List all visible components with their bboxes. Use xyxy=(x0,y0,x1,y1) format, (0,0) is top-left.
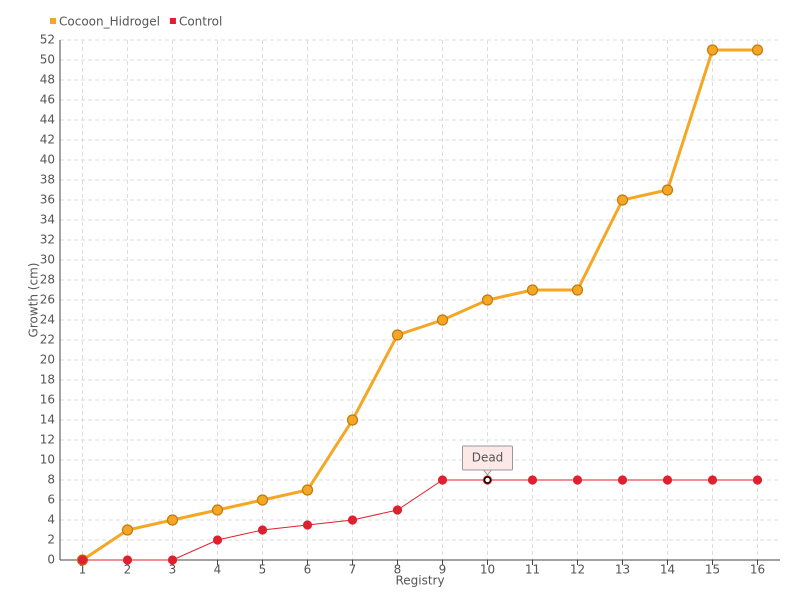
y-tick-label: 6 xyxy=(47,493,55,507)
y-tick-label: 8 xyxy=(47,473,55,487)
y-tick-label: 26 xyxy=(40,293,55,307)
data-point xyxy=(302,520,313,530)
y-tick-label: 28 xyxy=(40,273,55,287)
x-tick-label: 4 xyxy=(214,563,222,577)
y-tick-label: 32 xyxy=(40,233,55,247)
x-tick-label: 5 xyxy=(259,563,267,577)
y-tick-label: 30 xyxy=(40,253,55,267)
x-tick-label: 12 xyxy=(570,563,585,577)
y-tick-label: 36 xyxy=(40,193,55,207)
legend-label: Cocoon_Hidrogel xyxy=(59,15,160,29)
data-point xyxy=(347,515,358,525)
data-point xyxy=(751,44,764,56)
y-tick-label: 34 xyxy=(40,213,55,227)
data-point xyxy=(301,484,314,496)
data-point xyxy=(617,475,628,485)
y-axis-label: Growth (cm) xyxy=(27,263,41,338)
data-point xyxy=(527,475,538,485)
x-tick-label: 14 xyxy=(660,563,675,577)
y-tick-label: 44 xyxy=(40,113,55,127)
data-point xyxy=(436,314,449,326)
data-point xyxy=(481,294,494,306)
x-tick-label: 11 xyxy=(525,563,540,577)
x-tick-label: 16 xyxy=(750,563,765,577)
x-tick-label: 13 xyxy=(615,563,630,577)
data-point xyxy=(571,284,584,296)
annotation-marker xyxy=(483,476,492,484)
y-tick-label: 16 xyxy=(40,393,55,407)
y-tick-label: 40 xyxy=(40,153,55,167)
y-tick-label: 48 xyxy=(40,73,55,87)
x-tick-label: 9 xyxy=(439,563,447,577)
data-point xyxy=(706,44,719,56)
data-point xyxy=(346,414,359,426)
series-line xyxy=(81,48,758,562)
y-tick-label: 18 xyxy=(40,373,55,387)
data-point xyxy=(121,524,134,536)
y-tick-label: 22 xyxy=(40,333,55,347)
series-line xyxy=(82,479,758,561)
legend-swatch xyxy=(169,18,176,24)
y-tick-label: 2 xyxy=(47,533,55,547)
data-point xyxy=(392,505,403,515)
data-point xyxy=(256,494,269,506)
x-axis-label: Registry xyxy=(395,574,444,588)
data-point xyxy=(166,514,179,526)
data-point xyxy=(391,329,404,341)
x-tick-label: 15 xyxy=(705,563,720,577)
y-tick-label: 52 xyxy=(40,33,55,47)
y-tick-label: 24 xyxy=(40,313,55,327)
data-point xyxy=(752,475,763,485)
annotation-pointer xyxy=(482,469,493,476)
data-point xyxy=(661,184,674,196)
data-point xyxy=(572,475,583,485)
y-tick-label: 46 xyxy=(40,93,55,107)
data-point xyxy=(707,475,718,485)
y-tick-label: 38 xyxy=(40,173,55,187)
y-tick-label: 20 xyxy=(40,353,55,367)
data-point xyxy=(437,475,448,485)
data-point xyxy=(257,525,268,535)
y-tick-label: 42 xyxy=(40,133,55,147)
y-tick-label: 14 xyxy=(40,413,55,427)
data-point xyxy=(662,475,673,485)
x-tick-label: 8 xyxy=(394,563,402,577)
data-point xyxy=(122,555,133,565)
y-tick-label: 0 xyxy=(47,553,55,567)
y-tick-label: 12 xyxy=(40,433,55,447)
y-tick-label: 50 xyxy=(40,53,55,67)
x-tick-label: 3 xyxy=(169,563,177,577)
legend-swatch xyxy=(50,18,56,24)
annotation-text: Dead xyxy=(472,451,504,465)
data-point xyxy=(616,194,629,206)
data-point xyxy=(77,555,88,565)
x-tick-label: 6 xyxy=(304,563,312,577)
x-tick-label: 10 xyxy=(480,563,495,577)
x-tick-label: 1 xyxy=(79,563,87,577)
data-point xyxy=(526,284,539,296)
data-point xyxy=(212,535,223,545)
x-tick-label: 2 xyxy=(124,563,132,577)
data-point xyxy=(167,555,178,565)
data-point xyxy=(211,504,224,516)
legend-label: Control xyxy=(179,15,222,29)
y-tick-label: 4 xyxy=(47,513,55,527)
y-tick-label: 10 xyxy=(40,453,55,467)
x-tick-label: 7 xyxy=(349,563,357,577)
